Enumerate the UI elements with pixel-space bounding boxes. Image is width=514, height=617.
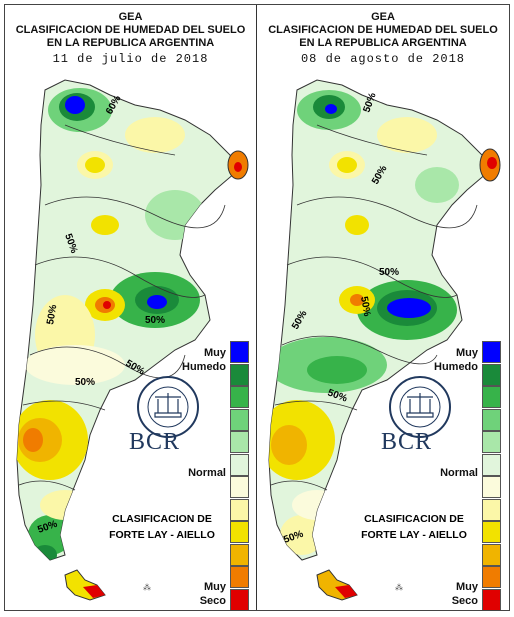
legend-color-box (230, 363, 249, 386)
panel-date: 08 de agosto de 2018 (300, 52, 466, 66)
legend-color-box (230, 341, 249, 363)
legend-label-seco: Seco (451, 595, 478, 607)
legend-color-box (230, 453, 249, 476)
legend-color-box (482, 363, 501, 386)
legend-color-box (230, 588, 249, 610)
credit-line-1: CLASIFICACION DE (364, 513, 464, 525)
soil-moisture-map-august: 50% 50% 50% 50% 50% 50% 50% ⁂ (268, 79, 501, 601)
credit-block: CLASIFICACION DE FORTE LAY - AIELLO (97, 511, 227, 543)
legend-color-box (230, 386, 249, 408)
panel-subtitle: EN LA REPUBLICA ARGENTINA (299, 37, 467, 49)
bcr-logo: BCR (129, 429, 181, 455)
legend-label-muy: Muy (204, 347, 226, 359)
bcr-logo: BCR (381, 429, 433, 455)
legend-color-box (482, 408, 501, 431)
legend-label-seco: Seco (199, 595, 226, 607)
legend-label-muy-seco: Muy (456, 581, 478, 593)
legend-label-normal: Normal (188, 467, 226, 479)
legend-color-box (482, 521, 501, 543)
legend-color-box (230, 521, 249, 543)
legend-label-normal: Normal (440, 467, 478, 479)
islas-malvinas: ⁂ (395, 583, 403, 592)
contour-label: 50% (75, 377, 95, 388)
legend-color-box (482, 431, 501, 453)
legend-label-humedo: Humedo (182, 361, 226, 373)
contour-lines (270, 124, 478, 491)
legend-color-box (482, 498, 501, 521)
bcr-seal (389, 376, 451, 438)
legend-color-box (482, 566, 501, 588)
contour-label: 50% (379, 267, 399, 278)
legend-label-humedo: Humedo (434, 361, 478, 373)
contour-label: 50% (145, 315, 165, 326)
legend-color-box (482, 588, 501, 610)
panel-title: CLASIFICACION DE HUMEDAD DEL SUELO (268, 24, 498, 36)
credit-line-2: FORTE LAY - AIELLO (361, 529, 467, 541)
legend-color-box (230, 476, 249, 498)
legend-color-box (482, 476, 501, 498)
panel-subtitle: EN LA REPUBLICA ARGENTINA (46, 37, 215, 49)
legend-color-box (482, 386, 501, 408)
legend-color-box (230, 543, 249, 566)
panel-org: GEA (371, 11, 395, 23)
credit-block: CLASIFICACION DE FORTE LAY - AIELLO (349, 511, 479, 543)
legend-color-box (230, 566, 249, 588)
legend-color-box (230, 408, 249, 431)
legend-label-muy-seco: Muy (204, 581, 226, 593)
islas-malvinas: ⁂ (143, 583, 151, 592)
figure-frame: GEA CLASIFICACION DE HUMEDAD DEL SUELO E… (4, 4, 510, 611)
map-panel-august: GEA CLASIFICACION DE HUMEDAD DEL SUELO E… (257, 5, 509, 610)
panel-org: GEA (118, 11, 143, 23)
legend-color-box (482, 341, 501, 363)
map-panel-july: GEA CLASIFICACION DE HUMEDAD DEL SUELO E… (5, 5, 257, 610)
contour-lines (18, 124, 226, 491)
credit-line-1: CLASIFICACION DE (112, 513, 212, 525)
panel-date: 11 de julio de 2018 (52, 52, 209, 66)
bcr-seal (137, 376, 199, 438)
credit-line-2: FORTE LAY - AIELLO (109, 529, 215, 541)
contour-label: 50% (45, 304, 59, 326)
legend-color-box (482, 453, 501, 476)
panel-title: CLASIFICACION DE HUMEDAD DEL SUELO (15, 24, 246, 36)
legend-label-muy: Muy (456, 347, 478, 359)
legend-color-box (230, 498, 249, 521)
legend-color-box (230, 431, 249, 453)
legend-color-box (482, 543, 501, 566)
soil-moisture-map-july: 60% 50% 50% 50% 50% 50% 50% ⁂ (16, 79, 249, 601)
contour-label: 50% (358, 296, 372, 318)
